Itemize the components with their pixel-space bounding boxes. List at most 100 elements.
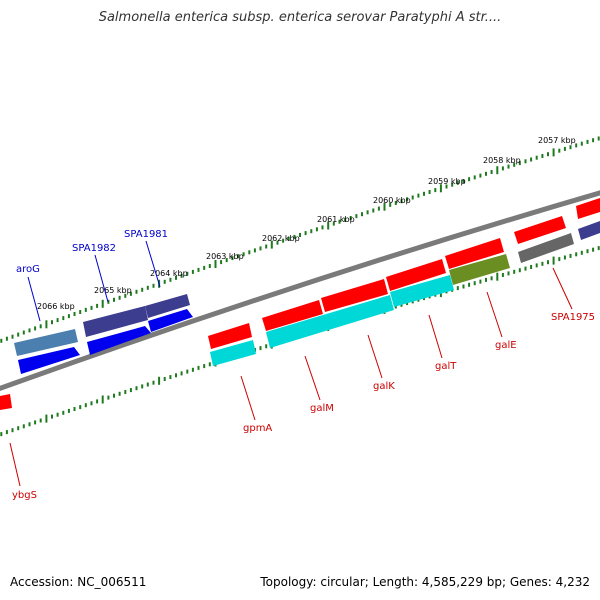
scale-tick (124, 390, 127, 394)
scale-tick (203, 265, 206, 270)
genome-summary-text: Topology: circular; Length: 4,585,229 bp… (260, 575, 590, 589)
scale-tick (107, 395, 110, 400)
scale-tick (175, 275, 177, 280)
gene-cyan[interactable] (390, 275, 454, 307)
gene-red[interactable] (386, 259, 446, 291)
scale-tick (5, 336, 8, 341)
scale-tick (563, 146, 566, 151)
scale-tick (11, 334, 14, 339)
gene-label[interactable]: SPA1975 (551, 312, 595, 323)
gene-red[interactable] (321, 279, 388, 312)
gene-label[interactable]: galK (373, 381, 395, 392)
scale-tick (96, 303, 99, 308)
gene-darkgray[interactable] (518, 233, 574, 263)
scale-tick (428, 190, 431, 194)
scale-tick (51, 414, 53, 419)
scale-tick (51, 320, 53, 325)
scale-tick (575, 143, 578, 148)
second-row-genes (18, 221, 600, 374)
scale-tick (372, 208, 375, 213)
scale-tick (118, 391, 121, 396)
scale-tick (17, 332, 20, 337)
gene-red[interactable] (262, 300, 323, 331)
gene-slate[interactable] (83, 306, 148, 337)
gene-red[interactable] (0, 394, 12, 410)
gene-blue[interactable] (18, 347, 80, 374)
scale-tick (518, 161, 521, 166)
scale-tick (124, 293, 127, 298)
scale-tick (152, 283, 155, 288)
scale-tick (158, 376, 161, 385)
scale-tick (276, 240, 279, 245)
scale-tick (73, 407, 76, 411)
gene-steel[interactable] (14, 329, 78, 356)
scale-tick (146, 285, 149, 290)
scale-tick (558, 148, 561, 153)
gene-cyan[interactable] (210, 340, 256, 366)
scale-tick (28, 422, 31, 427)
gene-label[interactable]: gpmA (243, 423, 272, 434)
scale-tick (118, 295, 121, 300)
gene-olive[interactable] (449, 254, 510, 285)
gene-label[interactable]: SPA1982 (72, 243, 116, 254)
scale-tick (45, 320, 48, 329)
scale-tick (456, 180, 459, 185)
scale-tick (45, 414, 48, 423)
kbp-label: 2064 kbp (150, 269, 188, 278)
scale-tick (501, 273, 504, 277)
scale-tick (518, 268, 521, 273)
scale-tick (135, 289, 138, 294)
scale-tick (569, 253, 572, 258)
scale-tick (445, 184, 448, 189)
gene-label[interactable]: ybgS (12, 490, 37, 501)
gene-label[interactable]: galM (310, 403, 334, 414)
gene-red[interactable] (445, 238, 504, 269)
scale-tick (214, 260, 217, 268)
scale-tick (259, 246, 262, 251)
gene-slate[interactable] (145, 294, 190, 318)
scale-tick (84, 307, 87, 312)
scale-tick (439, 184, 442, 193)
gene-cyan[interactable] (266, 295, 394, 348)
scale-tick (141, 287, 144, 292)
scale-tick (575, 252, 578, 257)
scale-tick (552, 148, 555, 157)
gene-red[interactable] (576, 198, 600, 219)
gene-label[interactable]: galT (435, 361, 457, 372)
gene-label[interactable]: SPA1981 (124, 229, 168, 240)
scale-tick (208, 264, 211, 268)
kbp-label: 2065 kbp (94, 286, 132, 295)
scale-tick (135, 386, 138, 391)
scale-tick (208, 362, 211, 367)
scale-tick (490, 170, 493, 174)
scale-tick (501, 166, 504, 171)
kbp-label: 2066 kbp (37, 302, 75, 311)
scale-tick (541, 154, 544, 158)
scale-tick (39, 418, 42, 423)
gene-label[interactable]: galE (495, 340, 517, 351)
scale-tick (73, 312, 76, 316)
gene-blue[interactable] (87, 326, 151, 355)
scale-tick (79, 310, 82, 314)
scale-tick (423, 191, 425, 196)
scale-tick (113, 393, 115, 398)
scale-tick (513, 269, 516, 274)
scale-tick (191, 269, 194, 274)
scale-tick (344, 217, 347, 222)
scale-tick (299, 233, 301, 237)
scale-tick (62, 410, 65, 415)
scale-tick (530, 265, 533, 269)
scale-tick (259, 346, 262, 351)
scale-tick (253, 248, 256, 253)
scale-tick (282, 238, 285, 243)
kbp-label: 2063 kbp (206, 252, 244, 261)
gene-red[interactable] (514, 216, 566, 244)
gene-slate[interactable] (578, 221, 600, 240)
gene-label[interactable]: aroG (16, 264, 40, 275)
gene-red[interactable] (208, 323, 252, 349)
scale-tick (163, 279, 166, 284)
scale-tick (5, 430, 8, 435)
scale-tick (129, 291, 132, 296)
scale-tick (90, 401, 93, 406)
gene-blue[interactable] (148, 309, 193, 332)
